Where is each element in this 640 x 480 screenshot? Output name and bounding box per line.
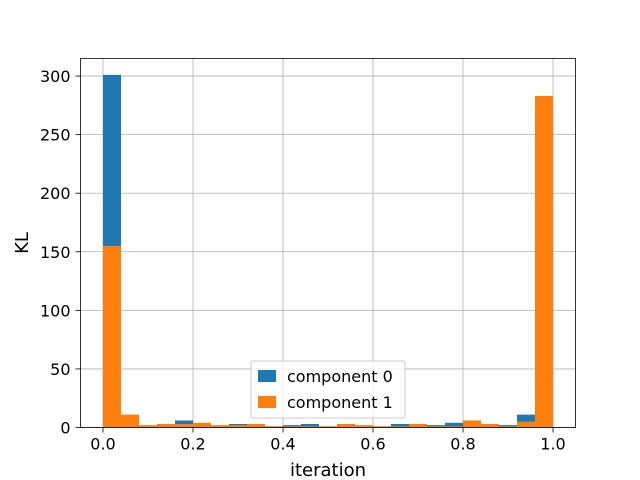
x-tick-label: 0.0 bbox=[90, 435, 115, 454]
bar-component-1 bbox=[463, 420, 481, 428]
bar-component-1 bbox=[499, 426, 517, 428]
legend-swatch-component-1 bbox=[258, 396, 276, 408]
legend-box bbox=[250, 360, 406, 419]
bar-component-1 bbox=[193, 422, 211, 428]
y-tick-label: 300 bbox=[40, 67, 71, 86]
x-axis-ticks: 0.0 0.2 0.4 0.6 0.8 1.0 bbox=[90, 427, 566, 454]
bar-component-1 bbox=[535, 95, 553, 428]
bar-component-1 bbox=[517, 421, 535, 428]
plot-frame bbox=[80, 58, 576, 428]
bar-component-0 bbox=[391, 423, 409, 428]
bar-component-1 bbox=[445, 426, 463, 428]
legend-label-component-0: component 0 bbox=[287, 367, 393, 386]
bar-component-1 bbox=[139, 425, 157, 428]
y-tick-label: 0 bbox=[60, 419, 70, 438]
bar-component-1 bbox=[157, 423, 175, 428]
y-tick-label: 200 bbox=[40, 184, 71, 203]
bar-component-1 bbox=[175, 423, 193, 428]
bar-component-1 bbox=[355, 425, 373, 428]
bar-component-1 bbox=[121, 414, 139, 428]
bar-component-1 bbox=[481, 423, 499, 428]
legend-label-component-1: component 1 bbox=[287, 393, 393, 412]
bar-component-1 bbox=[373, 426, 391, 428]
bar-component-1 bbox=[337, 423, 355, 428]
y-tick-label: 250 bbox=[40, 126, 71, 145]
y-tick-label: 150 bbox=[40, 243, 71, 262]
y-tick-label: 100 bbox=[40, 301, 71, 320]
bar-component-1 bbox=[409, 423, 427, 428]
x-axis-label: iteration bbox=[290, 460, 366, 480]
y-tick-label: 50 bbox=[50, 360, 70, 379]
x-tick-label: 1.0 bbox=[540, 435, 565, 454]
y-axis-label: KL bbox=[12, 232, 33, 254]
bar-component-1 bbox=[229, 425, 247, 428]
y-axis-ticks: 0 50 100 150 200 250 300 bbox=[40, 67, 81, 438]
bar-component-0 bbox=[283, 425, 301, 428]
bar-component-1 bbox=[301, 426, 319, 428]
bar-component-1 bbox=[103, 245, 121, 428]
bar-component-1 bbox=[283, 426, 301, 428]
bar-component-1 bbox=[265, 426, 283, 428]
bar-component-1 bbox=[247, 423, 265, 428]
bar-component-1 bbox=[211, 425, 229, 428]
bar-component-1 bbox=[391, 426, 409, 428]
bar-component-0 bbox=[445, 422, 463, 428]
legend: component 0 component 1 bbox=[250, 360, 406, 419]
x-tick-label: 0.6 bbox=[360, 435, 385, 454]
x-tick-label: 0.8 bbox=[450, 435, 475, 454]
legend-swatch-component-0 bbox=[258, 370, 276, 382]
x-tick-label: 0.2 bbox=[180, 435, 205, 454]
bar-component-0 bbox=[301, 423, 319, 428]
bars-layer bbox=[103, 74, 553, 428]
bar-component-1 bbox=[427, 426, 445, 428]
bar-component-1 bbox=[319, 426, 337, 428]
bar-component-0 bbox=[499, 425, 517, 428]
x-tick-label: 0.4 bbox=[270, 435, 295, 454]
bar-component-0 bbox=[427, 425, 445, 428]
